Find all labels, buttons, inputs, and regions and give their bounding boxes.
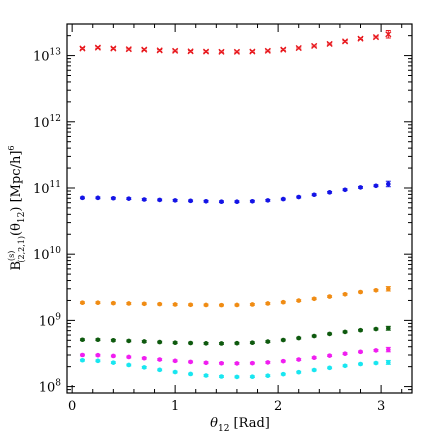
y-axis-label-arg-sub: 12 (17, 212, 27, 223)
y-tick-label: 109 (39, 312, 62, 329)
x-tick-label: 2 (274, 399, 282, 414)
series-1 (79, 180, 391, 205)
x-tick-label: 3 (377, 399, 385, 414)
y-axis-label-arg-open: (θ (9, 223, 24, 236)
x-axis-label-unit: [Rad] (229, 416, 269, 431)
series-3 (79, 325, 391, 346)
y-tick-label: 1010 (33, 246, 61, 263)
y-axis-label-pow: 6 (7, 146, 16, 151)
plot-frame (66, 23, 413, 394)
y-axis-label-arg-close: ) [Mpc/h] (9, 151, 24, 212)
y-tick-label-exp: 8 (55, 379, 61, 389)
series-5 (79, 357, 391, 380)
y-tick-label-base: 10 (33, 116, 50, 131)
x-tick-label: 0 (68, 399, 76, 414)
x-tick-label: 1 (171, 399, 179, 414)
series-4 (79, 346, 391, 366)
axis-ticks (67, 23, 412, 394)
plot-area (66, 23, 413, 394)
y-tick-label-exp: 12 (50, 114, 61, 124)
y-tick-label-base: 10 (33, 182, 50, 197)
y-tick-label-exp: 13 (50, 48, 62, 58)
y-axis-label: B(s)(2,2,1)(θ12) [Mpc/h]6 (7, 146, 27, 271)
series-0 (79, 29, 392, 55)
y-tick-label: 1011 (33, 180, 61, 197)
y-tick-label: 108 (39, 379, 62, 396)
y-axis-label-sub: (2,2,1) (17, 236, 26, 263)
x-axis-label: θ12 [Rad] (210, 416, 270, 434)
y-tick-label-base: 10 (39, 314, 56, 329)
x-axis-label-main: θ (210, 416, 218, 431)
y-tick-label-base: 10 (39, 381, 56, 396)
series-2 (79, 286, 391, 308)
x-tick-labels: 0 1 2 3 (68, 399, 385, 414)
y-tick-label-base: 10 (33, 248, 50, 263)
y-axis-label-main: B (9, 261, 24, 271)
y-axis-label-sup: (s) (7, 251, 16, 261)
x-axis-label-sub: 12 (218, 424, 229, 434)
data-marks (79, 29, 392, 380)
y-tick-label-exp: 11 (50, 180, 61, 190)
y-tick-label: 1012 (33, 114, 61, 131)
y-tick-label-base: 10 (33, 50, 50, 65)
y-tick-label-exp: 9 (55, 312, 61, 322)
y-tick-label: 1013 (33, 48, 61, 65)
y-tick-label-exp: 10 (50, 246, 62, 256)
